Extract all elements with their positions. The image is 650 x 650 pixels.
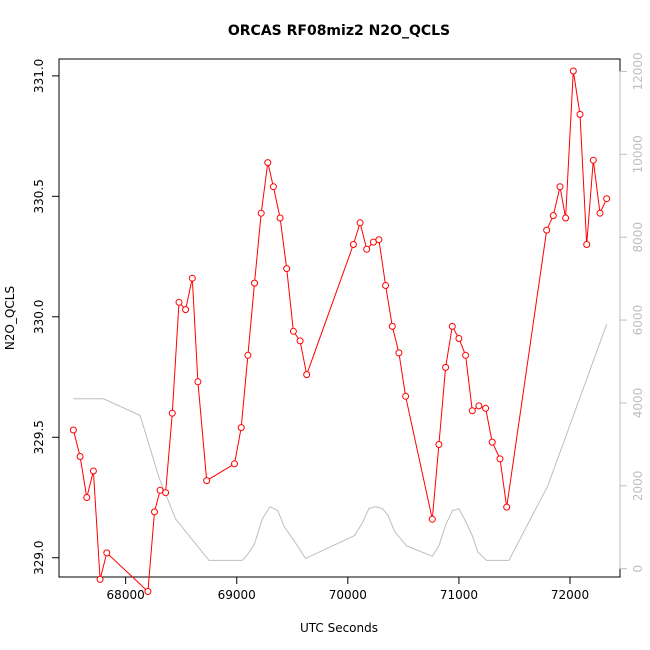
data-point bbox=[144, 588, 152, 595]
chart-title: ORCAS RF08miz2 N2O_QCLS bbox=[228, 23, 450, 39]
data-point bbox=[482, 404, 490, 412]
y2-tick-label: 8000 bbox=[631, 222, 645, 253]
x-axis: 68000 69000 70000 71000 72000 bbox=[107, 576, 589, 602]
data-point bbox=[543, 226, 551, 234]
data-point bbox=[468, 407, 476, 415]
y-axis-left: 329.0 329.5 330.0 330.5 331.0 bbox=[32, 59, 60, 575]
x-tick-label: 68000 bbox=[107, 588, 145, 602]
secondary-series-line bbox=[73, 324, 608, 561]
data-point bbox=[603, 195, 611, 203]
data-point bbox=[475, 402, 483, 410]
y-axis-right: 0 2000 4000 6000 8000 10000 12000 bbox=[619, 52, 645, 573]
data-point bbox=[175, 298, 183, 306]
data-point bbox=[428, 515, 436, 523]
data-point bbox=[264, 159, 272, 167]
data-point bbox=[455, 335, 463, 342]
data-point bbox=[151, 508, 158, 516]
data-point bbox=[488, 438, 496, 446]
data-point bbox=[194, 378, 202, 386]
data-point bbox=[349, 241, 357, 248]
data-point bbox=[442, 363, 450, 371]
data-point bbox=[251, 279, 258, 287]
data-point bbox=[203, 477, 211, 485]
data-point bbox=[395, 349, 403, 357]
data-point bbox=[188, 274, 196, 282]
y2-tick-label: 4000 bbox=[631, 388, 645, 419]
data-point bbox=[448, 322, 456, 330]
x-axis-label: UTC Seconds bbox=[300, 621, 378, 635]
data-point bbox=[388, 322, 396, 330]
y-axis-label: N2O_QCLS bbox=[3, 286, 17, 350]
y2-tick-label: 10000 bbox=[631, 135, 645, 173]
series-layer bbox=[69, 67, 611, 595]
data-point bbox=[569, 67, 577, 75]
y2-tick-label: 0 bbox=[631, 565, 645, 573]
data-point bbox=[257, 209, 265, 217]
y-tick-label: 329.5 bbox=[32, 420, 46, 454]
data-point bbox=[375, 236, 383, 244]
data-point bbox=[589, 156, 597, 164]
data-point bbox=[283, 265, 291, 273]
data-point bbox=[462, 351, 470, 359]
data-point bbox=[402, 392, 410, 400]
data-point bbox=[556, 183, 564, 191]
data-point bbox=[69, 426, 77, 434]
data-point bbox=[83, 494, 91, 501]
data-point bbox=[96, 575, 104, 583]
x-tick-label: 69000 bbox=[218, 588, 256, 602]
data-point bbox=[182, 306, 190, 314]
data-point bbox=[356, 219, 364, 227]
data-point bbox=[435, 441, 443, 448]
data-point bbox=[549, 212, 557, 220]
data-point bbox=[382, 282, 390, 289]
data-point bbox=[289, 327, 297, 335]
y2-tick-label: 6000 bbox=[631, 305, 645, 336]
data-point bbox=[562, 214, 570, 222]
x-tick-label: 71000 bbox=[440, 588, 478, 602]
data-point bbox=[583, 241, 591, 248]
data-point bbox=[496, 455, 504, 463]
data-point bbox=[162, 489, 170, 497]
data-point bbox=[596, 209, 604, 217]
y-tick-label: 330.0 bbox=[32, 300, 46, 334]
data-point bbox=[503, 503, 511, 511]
x-tick-label: 72000 bbox=[551, 588, 589, 602]
x-tick-label: 70000 bbox=[329, 588, 367, 602]
data-point bbox=[244, 351, 252, 359]
data-point bbox=[231, 460, 238, 468]
y2-tick-label: 12000 bbox=[631, 52, 645, 90]
data-point bbox=[303, 371, 311, 379]
data-point bbox=[103, 549, 111, 557]
y-tick-label: 329.0 bbox=[32, 541, 46, 575]
y-tick-label: 331.0 bbox=[32, 59, 46, 93]
data-point bbox=[237, 424, 245, 432]
data-point bbox=[89, 467, 97, 475]
y2-tick-label: 2000 bbox=[631, 471, 645, 502]
data-point bbox=[296, 337, 304, 345]
data-point bbox=[269, 183, 277, 191]
data-point bbox=[363, 245, 371, 253]
data-point bbox=[576, 110, 584, 118]
y-tick-label: 330.5 bbox=[32, 179, 46, 213]
data-point bbox=[168, 409, 176, 417]
data-point bbox=[276, 214, 284, 222]
data-point bbox=[76, 453, 84, 460]
